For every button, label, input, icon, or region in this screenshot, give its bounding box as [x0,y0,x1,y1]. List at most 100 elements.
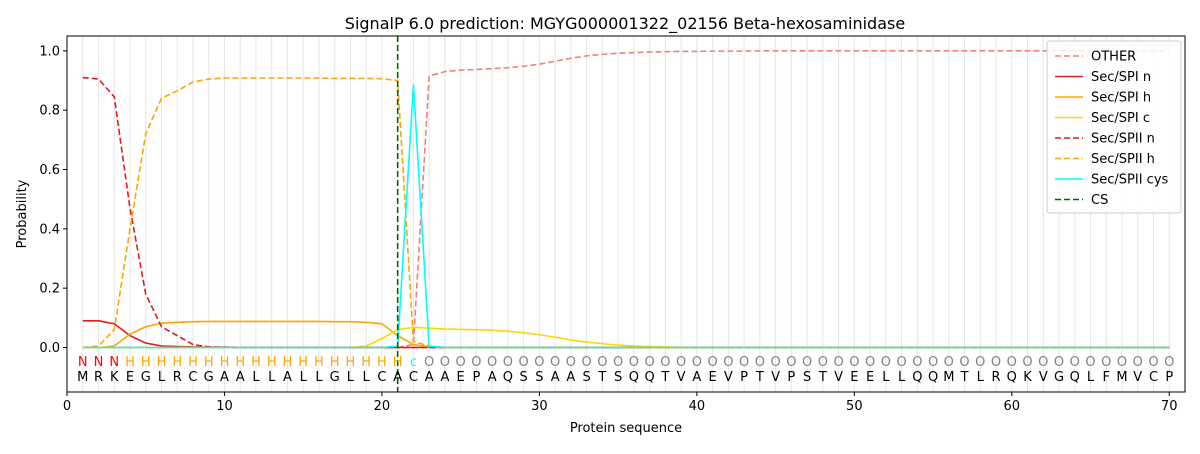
residue-label: L [268,370,276,385]
residue-label: T [960,370,969,385]
residue-label: L [1087,370,1095,385]
residue-label: L [315,370,323,385]
residue-label: C [188,370,197,385]
residue-label: A [393,370,402,385]
annotation-label: O [676,355,686,370]
annotation-label: O [896,355,906,370]
annotation-label: O [739,355,749,370]
residue-label: T [597,370,606,385]
x-tick-label: 30 [531,399,548,414]
residue-label: L [977,370,985,385]
annotation-label: H [314,355,324,370]
residue-label: R [94,370,103,385]
residue-label: E [850,370,858,385]
residue-label: P [787,370,795,385]
residue-label: M [77,370,88,385]
residue-label: A [220,370,229,385]
x-tick-label: 20 [374,399,391,414]
residue-label: V [724,370,733,385]
residue-label: T [660,370,669,385]
legend-label: Sec/SPI c [1091,111,1150,126]
annotation-label: O [487,355,497,370]
residue-label: A [425,370,434,385]
annotation-label: O [1117,355,1127,370]
annotation-label: O [660,355,670,370]
chart-title: SignalP 6.0 prediction: MGYG000001322_02… [345,14,905,34]
annotation-label: O [1007,355,1017,370]
annotation-label: O [645,355,655,370]
residue-label: K [110,370,119,385]
y-tick-label: 1.0 [39,44,60,59]
annotation-label: O [566,355,576,370]
x-tick-label: 10 [216,399,233,414]
annotation-label: O [692,355,702,370]
residue-label: E [866,370,874,385]
annotation-label: O [597,355,607,370]
annotation-label: O [959,355,969,370]
annotation-label: H [157,355,167,370]
legend: OTHER Sec/SPI n Sec/SPI h Sec/SPI c Sec/SPII… [1046,40,1182,214]
x-tick-label: 50 [846,399,863,414]
annotation-label: O [881,355,891,370]
annotation-label: O [833,355,843,370]
x-tick-label: 60 [1004,399,1021,414]
annotation-label: O [582,355,592,370]
legend-box [1046,40,1182,214]
legend-label: Sec/SPI n [1091,70,1151,85]
annotation-label: H [393,355,403,370]
annotation-label: O [770,355,780,370]
annotation-label: O [1148,355,1158,370]
annotation-label: H [377,355,387,370]
legend-label: CS [1091,193,1108,208]
annotation-label: O [802,355,812,370]
residue-label: L [882,370,890,385]
annotation-label: O [991,355,1001,370]
annotation-label: N [109,355,119,370]
residue-label: Q [645,370,655,385]
annotation-label: O [1022,355,1032,370]
annotation-label: O [755,355,765,370]
annotation-label: O [818,355,828,370]
annotation-label: O [1085,355,1095,370]
annotation-label: H [346,355,356,370]
annotation-label: O [471,355,481,370]
residue-label: R [173,370,182,385]
legend-label: Sec/SPII n [1091,132,1155,147]
residue-label: A [566,370,575,385]
residue-label: P [740,370,748,385]
x-tick-label: 70 [1161,399,1178,414]
residue-label: E [457,370,465,385]
residue-label: A [488,370,497,385]
residue-label: A [692,370,701,385]
x-tick-label: 0 [63,399,71,414]
annotation-label: H [267,355,277,370]
x-tick-label: 40 [689,399,706,414]
annotation-label: H [172,355,182,370]
residue-label: V [1039,370,1048,385]
residue-label: V [677,370,686,385]
residue-label: S [803,370,811,385]
residue-label: M [1116,370,1127,385]
residue-label: G [330,370,340,385]
residue-label: Q [928,370,938,385]
annotation-label: H [188,355,198,370]
residue-label: C [377,370,386,385]
residue-label: E [126,370,134,385]
residue-label: L [347,370,355,385]
annotation-label: O [865,355,875,370]
y-axis-ticks: 0.0 0.2 0.4 0.6 0.8 1.0 [39,44,67,356]
y-tick-label: 0.6 [39,163,60,178]
residue-label: T [755,370,764,385]
plot-lines [82,36,1170,392]
annotation-label: O [629,355,639,370]
y-tick-label: 0.0 [39,341,60,356]
annotation-label: O [456,355,466,370]
annotation-label: c [410,355,417,370]
residue-label: S [614,370,622,385]
residue-label: Q [912,370,922,385]
y-tick-label: 0.2 [39,282,60,297]
y-tick-label: 0.4 [39,222,60,237]
residue-label: Q [503,370,513,385]
annotation-label: O [424,355,434,370]
